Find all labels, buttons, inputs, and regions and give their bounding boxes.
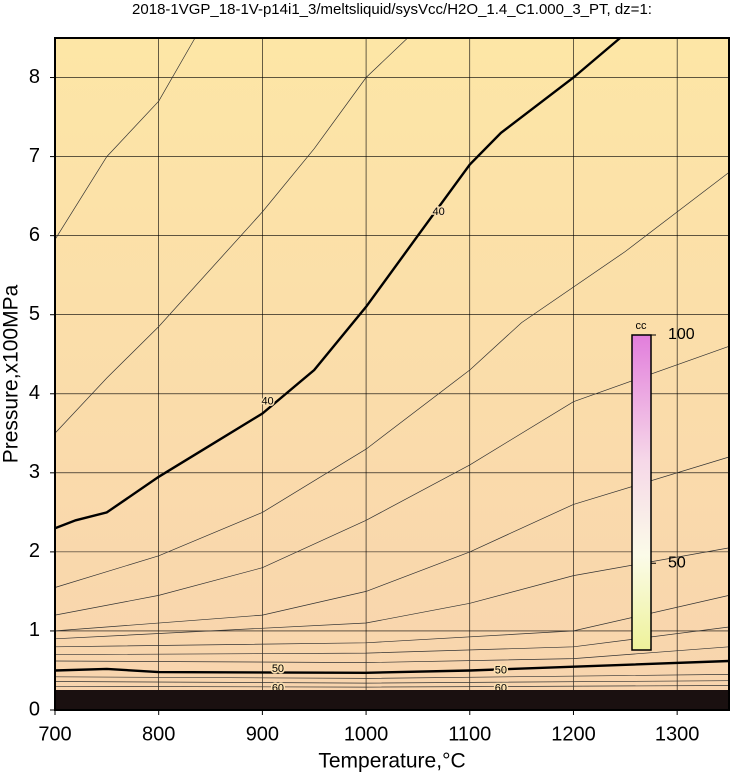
y-tick-label: 3 <box>29 461 40 483</box>
colorbar-tick-label: 50 <box>668 554 686 571</box>
contour-line <box>54 680 730 684</box>
x-tick-label: 1000 <box>344 723 389 745</box>
contour-line <box>54 172 730 588</box>
dense-contours <box>55 690 729 710</box>
contour-line <box>54 37 621 530</box>
contour-line <box>54 547 730 640</box>
x-tick-label: 1200 <box>551 723 596 745</box>
y-tick-label: 6 <box>29 224 40 246</box>
colorbar-label: cc <box>636 320 648 332</box>
y-axis-label: Pressure,x100MPa <box>0 284 23 463</box>
y-tick-label: 7 <box>29 145 40 167</box>
y-tick-label: 4 <box>29 382 40 404</box>
y-tick-label: 0 <box>29 698 40 720</box>
x-tick-label: 1300 <box>655 723 700 745</box>
contour-line <box>54 659 730 675</box>
y-tick-label: 8 <box>29 66 40 88</box>
contour-line <box>54 685 730 688</box>
y-tick-label: 5 <box>29 303 40 325</box>
x-tick-label: 700 <box>38 723 71 745</box>
plot-background <box>55 38 729 710</box>
x-axis-label: Temperature,°C <box>318 750 465 773</box>
contour-line <box>54 456 730 632</box>
contour-line <box>54 674 730 679</box>
chart-title: 2018-1VGP_18-1V-p14i1_3/meltsliquid/sysV… <box>132 1 652 18</box>
x-tick-label: 800 <box>142 723 175 745</box>
contour-line <box>54 37 196 240</box>
x-tick-label: 1100 <box>448 723 491 745</box>
y-tick-label: 2 <box>29 540 40 562</box>
y-tick-label: 1 <box>29 619 40 641</box>
contour-label: 50 <box>272 663 284 675</box>
plot-frame <box>54 37 730 711</box>
contour-label: 50 <box>495 664 507 676</box>
contour-line <box>54 37 408 434</box>
colorbar-tick-label: 100 <box>668 326 695 343</box>
colorbar <box>631 334 652 651</box>
contour-label: 40 <box>261 396 273 408</box>
x-tick-label: 900 <box>246 723 279 745</box>
contour-label: 40 <box>433 206 445 218</box>
contour-line <box>54 345 730 616</box>
contour-line <box>54 646 730 663</box>
